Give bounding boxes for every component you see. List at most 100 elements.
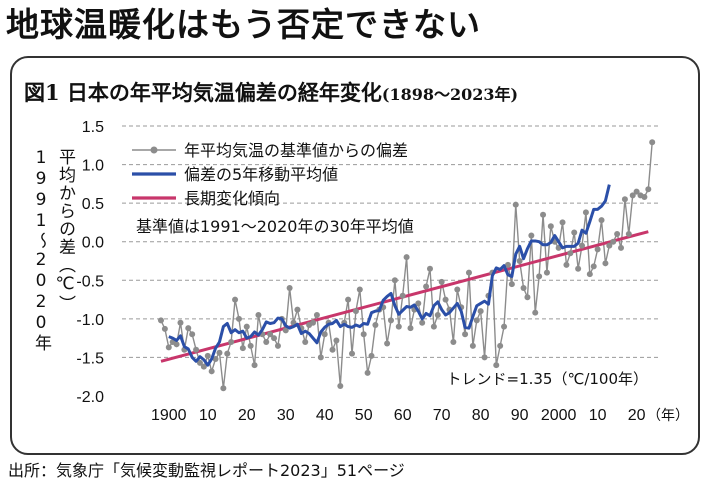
annual-deviation-point [469,342,476,349]
annual-deviation-point [317,354,324,361]
annual-deviation-point [419,319,426,326]
annual-deviation-point [200,363,207,370]
annual-deviation-point [329,346,336,353]
annual-deviation-point [426,265,433,272]
annual-deviation-point [157,317,164,324]
y-tick-label: 1.5 [82,119,104,136]
legend-annual-marker [150,146,158,154]
annual-deviation-point [629,192,636,199]
annual-deviation-point [524,294,531,301]
annual-deviation-point [540,211,547,218]
annual-deviation-point [388,317,394,324]
annual-deviation-point [216,349,223,356]
annual-deviation-point [462,331,469,338]
annual-deviation-point [232,296,239,303]
annual-deviation-point [352,308,359,315]
x-tick-label: 10 [589,407,607,424]
headline: 地球温暖化はもう否定できない [6,5,482,44]
annual-deviation-point [372,322,379,329]
annual-deviation-point [633,188,640,195]
annual-deviation-point [497,342,504,349]
annual-deviation-point [239,345,246,352]
legend-label: 長期変化傾向 [184,189,280,208]
y-tick-label: 1.0 [82,158,104,175]
x-tick-label: 60 [394,407,412,424]
x-tick-label: 40 [316,407,334,424]
annual-deviation-point [399,292,406,299]
annual-deviation-point [235,315,242,322]
annual-deviation-point [606,242,613,249]
moving-average-line [168,184,611,367]
annual-deviation-point [247,342,254,349]
annual-deviation-point [543,269,550,276]
annual-deviation-point [516,258,523,264]
annual-deviation-point [286,285,293,291]
annual-deviation-point [504,261,511,268]
annual-deviation-point [228,339,235,345]
annual-deviation-point [263,339,270,345]
annual-deviation-point [193,346,200,353]
x-tick-label: 80 [472,407,490,424]
annual-deviation-point [196,359,203,366]
annual-deviation-point [165,344,172,351]
annual-deviation-point [512,201,519,208]
annual-deviation-point [610,238,617,245]
annual-deviation-point [602,260,609,267]
annual-deviation-point [567,250,574,257]
annual-deviation-point [407,325,414,332]
annual-deviation-point [185,325,192,332]
annual-deviation-point [579,242,586,249]
annual-deviation-point [255,312,262,318]
annual-deviation-point [454,286,461,293]
annual-deviation-point [173,341,180,348]
y-tick-label: 0.5 [82,196,104,213]
annual-deviation-point [271,335,278,342]
x-tick-label: 20 [628,407,646,424]
annual-deviation-point [345,296,352,303]
annual-deviation-point [310,319,317,326]
annual-deviation-point [251,362,258,369]
annual-deviation-point [423,283,430,290]
legend-label: 偏差の5年移動平均値 [184,165,338,184]
chart-subtitle: (1898～2023年) [381,85,519,104]
annual-deviation-point [594,246,601,253]
annual-deviation-point [294,306,301,313]
x-tick-label: 10 [199,407,217,424]
x-axis-unit: （年） [647,408,689,424]
annual-deviation-point [189,331,196,338]
annual-deviation-point [649,139,656,146]
chart-frame [10,56,700,455]
annual-deviation-point [403,254,410,261]
annual-deviation-point [575,265,582,272]
x-tick-label: 20 [238,407,256,424]
annual-deviation-point [430,323,437,330]
x-tick-label: 70 [433,407,451,424]
annual-deviation-point [243,323,250,330]
annual-deviation-point [360,331,367,338]
annual-deviation-point [473,317,480,324]
annual-deviation-point [274,342,281,349]
annual-deviation-point [563,261,570,268]
x-tick-label: 30 [277,407,295,424]
x-tick-label: 2000 [541,407,577,424]
annual-deviation-point [349,350,356,357]
annual-deviation-point [520,285,527,291]
annual-deviation-point [177,319,184,326]
annual-deviation-point [333,337,340,344]
annual-deviation-point [621,196,628,203]
annual-deviation-point [614,231,621,237]
y-axis-label-line2: 1991～2020年 [31,148,51,352]
annual-deviation-point [493,362,500,369]
annual-deviation-point [465,269,472,276]
trend-note: トレンド=1.35（℃/100年） [447,370,649,388]
annual-deviation-point [598,217,605,224]
annual-deviation-point [321,331,328,338]
chart-title: 図1 日本の年平均気温偏差の経年変化(1898～2023年) [24,78,518,108]
annual-deviation-point [438,278,445,285]
annual-deviation-point [547,223,554,230]
annual-deviation-point [434,312,441,318]
annual-deviation-point [618,244,625,251]
annual-deviation-point [224,350,231,357]
y-tick-label: -2.0 [76,389,104,406]
